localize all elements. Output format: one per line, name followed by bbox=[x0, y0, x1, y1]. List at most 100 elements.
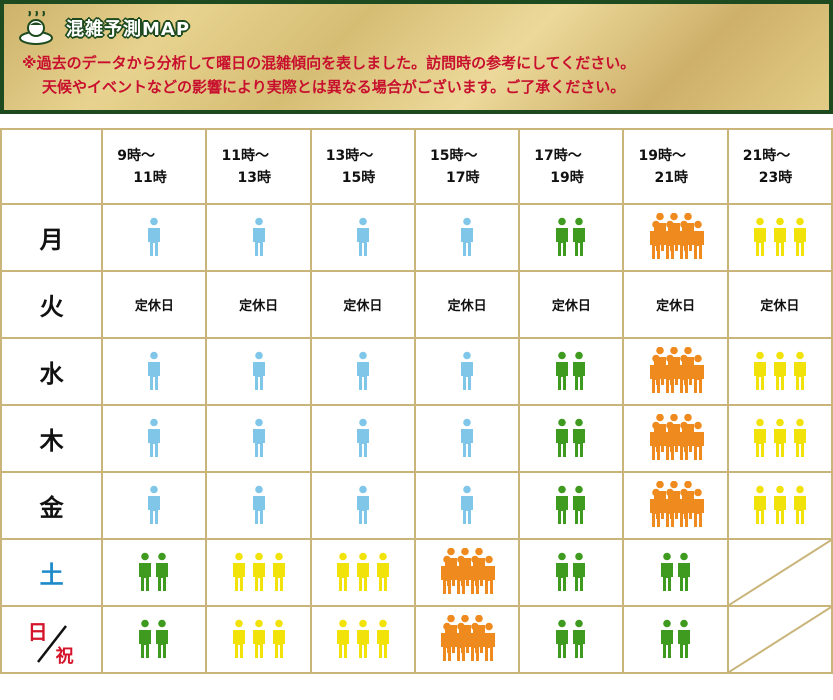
person-icon bbox=[336, 619, 349, 658]
person-icon bbox=[148, 485, 161, 524]
congestion-cell: 定休日 bbox=[101, 270, 208, 339]
time-from: 15時～ bbox=[429, 147, 478, 164]
congestion-level-3-icon bbox=[753, 351, 806, 390]
congestion-level-1-icon bbox=[148, 351, 161, 390]
day-label-cell: 月 bbox=[0, 203, 104, 272]
congestion-cell bbox=[518, 203, 625, 272]
empty-cell bbox=[726, 605, 833, 674]
title-row: 混雑予測MAP bbox=[18, 10, 190, 46]
congestion-level-2-icon bbox=[556, 217, 586, 256]
person-icon bbox=[272, 619, 285, 658]
person-icon bbox=[677, 488, 690, 527]
congestion-level-2-icon bbox=[139, 552, 169, 591]
time-to: 21時 bbox=[654, 169, 688, 186]
person-icon bbox=[660, 619, 673, 658]
day-label-sunday: 日 bbox=[27, 620, 48, 644]
person-icon bbox=[556, 619, 569, 658]
person-icon bbox=[691, 220, 704, 259]
person-icon bbox=[252, 552, 265, 591]
day-label: 月 bbox=[39, 226, 64, 254]
person-icon bbox=[677, 220, 690, 259]
person-icon bbox=[773, 485, 786, 524]
congestion-level-1-icon bbox=[356, 485, 369, 524]
congestion-level-2-icon bbox=[556, 552, 586, 591]
congestion-level-1-icon bbox=[356, 351, 369, 390]
person-icon bbox=[753, 351, 766, 390]
congestion-level-1-icon bbox=[252, 351, 265, 390]
time-to: 15時 bbox=[341, 169, 376, 186]
day-row-thu: 木 bbox=[0, 404, 833, 473]
day-row-wed: 水 bbox=[0, 337, 833, 406]
person-icon bbox=[663, 220, 676, 259]
person-icon bbox=[252, 351, 265, 390]
person-icon bbox=[461, 418, 474, 457]
congestion-cell bbox=[622, 337, 729, 406]
time-to: 17時 bbox=[445, 169, 480, 186]
person-icon bbox=[677, 421, 690, 460]
time-to: 23時 bbox=[758, 169, 793, 186]
congestion-cell bbox=[205, 337, 312, 406]
congestion-cell bbox=[205, 203, 312, 272]
congestion-cell bbox=[309, 337, 416, 406]
person-icon bbox=[376, 619, 389, 658]
closed-label: 定休日 bbox=[447, 299, 487, 314]
time-to: 11時 bbox=[133, 169, 167, 186]
header-banner: 混雑予測MAP ※過去のデータから分析して曜日の混雑傾向を表しました。訪問時の参… bbox=[0, 0, 833, 114]
person-icon bbox=[483, 555, 496, 594]
no-data-slash bbox=[729, 607, 831, 672]
no-data-slash bbox=[729, 540, 831, 605]
person-icon bbox=[773, 418, 786, 457]
congestion-level-2-icon bbox=[556, 351, 586, 390]
congestion-cell bbox=[205, 605, 312, 674]
time-header-row: 9時～ 11時 11時～ 13時 13時～ 15時 15時～ 17時 17時～ 19時 1… bbox=[0, 128, 833, 205]
congestion-cell bbox=[101, 471, 208, 540]
person-icon bbox=[139, 552, 152, 591]
time-from: 21時～ bbox=[742, 147, 791, 164]
time-slot-3: 15時～ 17時 bbox=[413, 128, 521, 205]
congestion-level-2-icon bbox=[556, 418, 586, 457]
person-icon bbox=[455, 622, 468, 661]
congestion-cell bbox=[205, 538, 312, 607]
congestion-cell: 定休日 bbox=[205, 270, 312, 339]
person-icon bbox=[148, 351, 161, 390]
congestion-level-4-icon bbox=[441, 614, 496, 661]
congestion-cell: 定休日 bbox=[309, 270, 416, 339]
congestion-level-4-icon bbox=[649, 480, 704, 527]
day-label: 土 bbox=[39, 561, 64, 589]
congestion-cell bbox=[622, 471, 729, 540]
person-icon bbox=[148, 418, 161, 457]
congestion-cell bbox=[309, 404, 416, 473]
person-icon bbox=[252, 485, 265, 524]
notice-line-1: ※過去のデータから分析して曜日の混雑傾向を表しました。訪問時の参考にしてください… bbox=[22, 54, 636, 72]
congestion-level-1-icon bbox=[461, 418, 474, 457]
person-icon bbox=[677, 552, 690, 591]
person-icon bbox=[573, 552, 586, 591]
congestion-level-1-icon bbox=[356, 217, 369, 256]
congestion-level-2-icon bbox=[660, 552, 690, 591]
congestion-cell bbox=[518, 605, 625, 674]
congestion-level-4-icon bbox=[649, 346, 704, 393]
day-label-cell: 土 bbox=[0, 538, 104, 607]
closed-label: 定休日 bbox=[343, 299, 383, 314]
person-icon bbox=[156, 619, 169, 658]
person-icon bbox=[773, 351, 786, 390]
person-icon bbox=[691, 488, 704, 527]
person-icon bbox=[461, 485, 474, 524]
time-slot-1: 11時～ 13時 bbox=[205, 128, 312, 205]
day-label: 木 bbox=[39, 427, 64, 455]
congestion-level-1-icon bbox=[148, 217, 161, 256]
congestion-cell bbox=[101, 337, 208, 406]
closed-label: 定休日 bbox=[134, 299, 174, 314]
congestion-cell bbox=[413, 404, 521, 473]
person-icon bbox=[663, 488, 676, 527]
person-icon bbox=[649, 488, 662, 527]
day-row-sun-holiday: 日 祝 bbox=[0, 605, 833, 674]
congestion-level-2-icon bbox=[660, 619, 690, 658]
congestion-cell bbox=[101, 538, 208, 607]
person-icon bbox=[252, 619, 265, 658]
person-icon bbox=[677, 354, 690, 393]
person-icon bbox=[663, 421, 676, 460]
time-slot-4: 17時～ 19時 bbox=[518, 128, 625, 205]
congestion-level-1-icon bbox=[461, 351, 474, 390]
time-from: 13時～ bbox=[325, 147, 374, 164]
